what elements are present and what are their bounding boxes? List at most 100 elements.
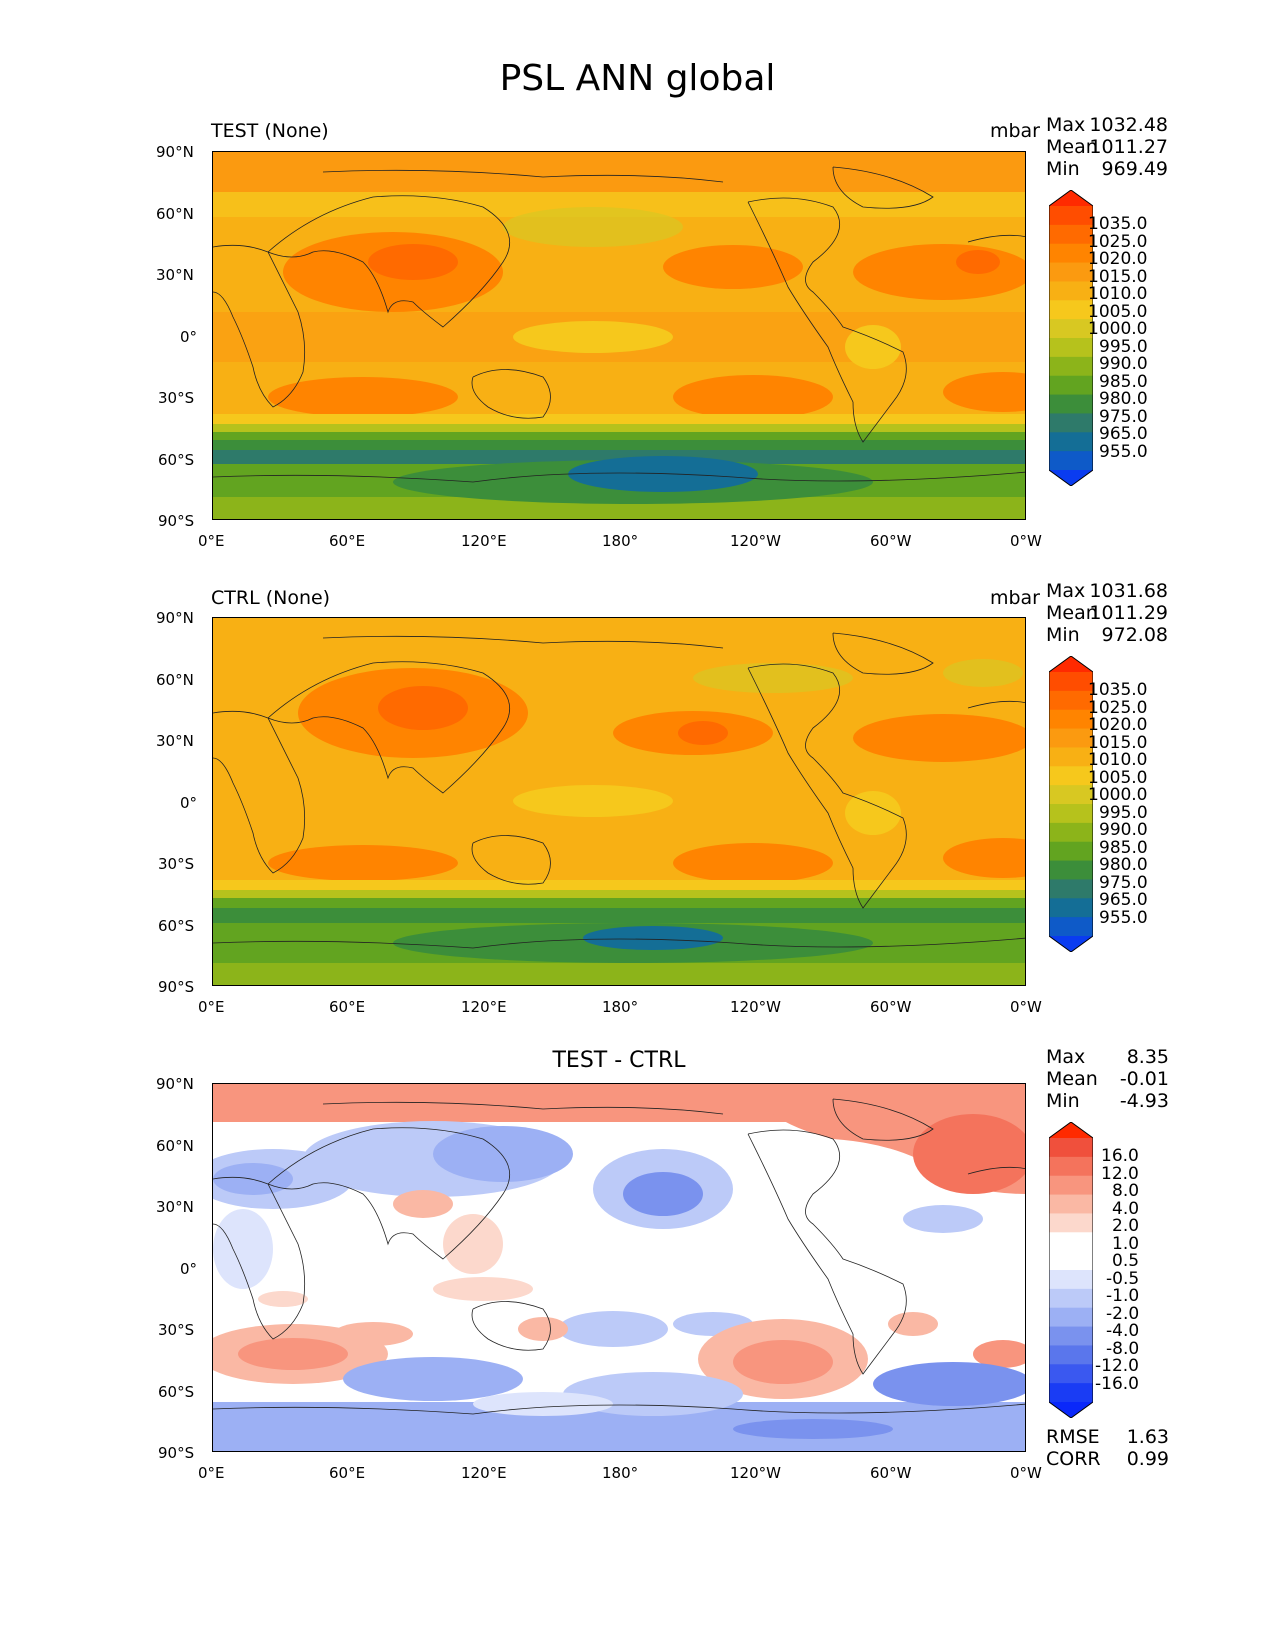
colorbar-segment xyxy=(1049,432,1093,452)
stat-mean: Mean 1011.27 xyxy=(1046,136,1168,158)
colorbar-segment xyxy=(1049,1288,1093,1309)
colorbar-label: -8.0 xyxy=(1106,1338,1140,1359)
stat-label: Max xyxy=(1046,114,1086,136)
stat-min: Min 972.08 xyxy=(1046,624,1168,646)
colorbar-segment xyxy=(1049,1326,1093,1346)
map-canvas xyxy=(213,1084,1025,1451)
lat-tick: 30°S xyxy=(158,389,195,407)
lat-tick: 90°S xyxy=(158,1444,195,1462)
lon-tick: 180° xyxy=(602,998,639,1016)
colorbar-segment xyxy=(1049,413,1093,433)
colorbar-label: 1010.0 xyxy=(1088,284,1148,304)
colorbar-segment xyxy=(1049,224,1093,245)
colorbar-segment xyxy=(1049,470,1093,486)
colorbar-label: 955.0 xyxy=(1099,907,1148,928)
lat-tick: 60°S xyxy=(158,451,195,469)
colorbar-fills xyxy=(1049,190,1093,486)
colorbar xyxy=(1048,189,1094,490)
units-label: mbar xyxy=(989,587,1040,609)
lat-tick: 30°S xyxy=(158,1321,195,1339)
lat-tick: 0° xyxy=(180,794,198,812)
lat-tick: 90°N xyxy=(156,143,194,161)
lon-tick: 120°E xyxy=(461,532,507,550)
stat-rmse: RMSE 1.63 xyxy=(1046,1426,1169,1448)
stat-min: Min -4.93 xyxy=(1046,1090,1169,1112)
colorbar-label: 1.0 xyxy=(1112,1233,1140,1254)
map-canvas xyxy=(213,618,1025,985)
colorbar-segment xyxy=(1049,356,1093,377)
colorbar-label: 1015.0 xyxy=(1088,266,1148,287)
colorbar-segment xyxy=(1049,804,1093,824)
colorbar-segment xyxy=(1049,1251,1093,1271)
colorbar-label: 1025.0 xyxy=(1088,697,1148,718)
lon-tick: 120°E xyxy=(461,998,507,1016)
psl-map xyxy=(212,151,1026,520)
lon-tick: 60°W xyxy=(870,1464,912,1482)
colorbar-label: 1020.0 xyxy=(1088,715,1148,735)
lon-tick: 60°E xyxy=(329,532,366,550)
colorbar-label: -4.0 xyxy=(1106,1321,1140,1341)
psl-map xyxy=(212,617,1026,986)
colorbar-segment xyxy=(1049,243,1093,264)
colorbar-label: 1010.0 xyxy=(1088,750,1148,770)
colorbar-segment xyxy=(1049,785,1093,805)
colorbar-label: 1025.0 xyxy=(1088,231,1148,252)
stat-label: RMSE xyxy=(1046,1426,1100,1448)
stat-value: -4.93 xyxy=(1119,1090,1169,1112)
lon-tick: 60°W xyxy=(870,532,912,550)
map-canvas xyxy=(213,152,1025,519)
stat-label: Mean xyxy=(1046,1068,1098,1090)
colorbar-label: -12.0 xyxy=(1095,1356,1139,1376)
stat-value: 1.63 xyxy=(1126,1426,1169,1448)
lon-tick: 60°E xyxy=(329,998,366,1016)
lat-tick: 30°S xyxy=(158,855,195,873)
stat-value: -0.01 xyxy=(1119,1068,1169,1090)
stat-value: 969.49 xyxy=(1101,158,1168,180)
lat-tick: 90°N xyxy=(156,609,194,627)
colorbar-label: 0.5 xyxy=(1112,1251,1140,1271)
colorbar-label: 12.0 xyxy=(1101,1163,1139,1184)
colorbar-label: 1005.0 xyxy=(1088,301,1148,322)
lon-tick: 0°E xyxy=(198,998,225,1016)
lat-tick: 60°N xyxy=(156,205,194,223)
colorbar-segment xyxy=(1049,822,1093,843)
colorbar-label: -16.0 xyxy=(1095,1373,1139,1394)
colorbar-segment xyxy=(1049,394,1093,414)
colorbar-fills xyxy=(1049,656,1093,952)
colorbar-fills xyxy=(1049,1122,1093,1418)
colorbar-label: 965.0 xyxy=(1099,424,1148,444)
lat-tick: 30°N xyxy=(156,1198,194,1216)
stat-max: Max 8.35 xyxy=(1046,1046,1169,1068)
stat-value: 1031.68 xyxy=(1089,580,1168,602)
lon-tick: 120°W xyxy=(730,1464,781,1482)
stat-label: Min xyxy=(1046,158,1080,180)
lat-tick: 60°S xyxy=(158,917,195,935)
colorbar-label: 975.0 xyxy=(1099,406,1148,427)
lat-tick: 0° xyxy=(180,1260,198,1278)
lat-tick: 90°S xyxy=(158,978,195,996)
colorbar-label: 8.0 xyxy=(1112,1181,1140,1201)
colorbar-segment xyxy=(1049,841,1093,862)
colorbar-svg xyxy=(1048,655,1094,953)
lon-tick: 0°W xyxy=(1010,1464,1042,1482)
diff-map xyxy=(212,1083,1026,1452)
colorbar-label: 985.0 xyxy=(1099,371,1148,392)
lat-tick: 30°N xyxy=(156,266,194,284)
colorbar-segment xyxy=(1049,766,1093,786)
colorbar-label: 16.0 xyxy=(1101,1146,1139,1166)
colorbar-label: 1000.0 xyxy=(1088,785,1148,805)
colorbar-segment xyxy=(1049,1156,1093,1177)
colorbar-label: 995.0 xyxy=(1099,336,1148,357)
colorbar-segment xyxy=(1049,1402,1093,1418)
colorbar-segment xyxy=(1049,300,1093,320)
colorbar-segment xyxy=(1049,936,1093,952)
colorbar-segment xyxy=(1049,1270,1093,1290)
colorbar-segment xyxy=(1049,375,1093,396)
colorbar-segment xyxy=(1049,1122,1093,1138)
stat-label: Max xyxy=(1046,580,1086,602)
lon-tick: 180° xyxy=(602,1464,639,1482)
colorbar-segment xyxy=(1049,1364,1093,1384)
lon-tick: 60°W xyxy=(870,998,912,1016)
colorbar-label: -0.5 xyxy=(1106,1268,1140,1289)
stat-value: 1011.29 xyxy=(1089,602,1168,624)
